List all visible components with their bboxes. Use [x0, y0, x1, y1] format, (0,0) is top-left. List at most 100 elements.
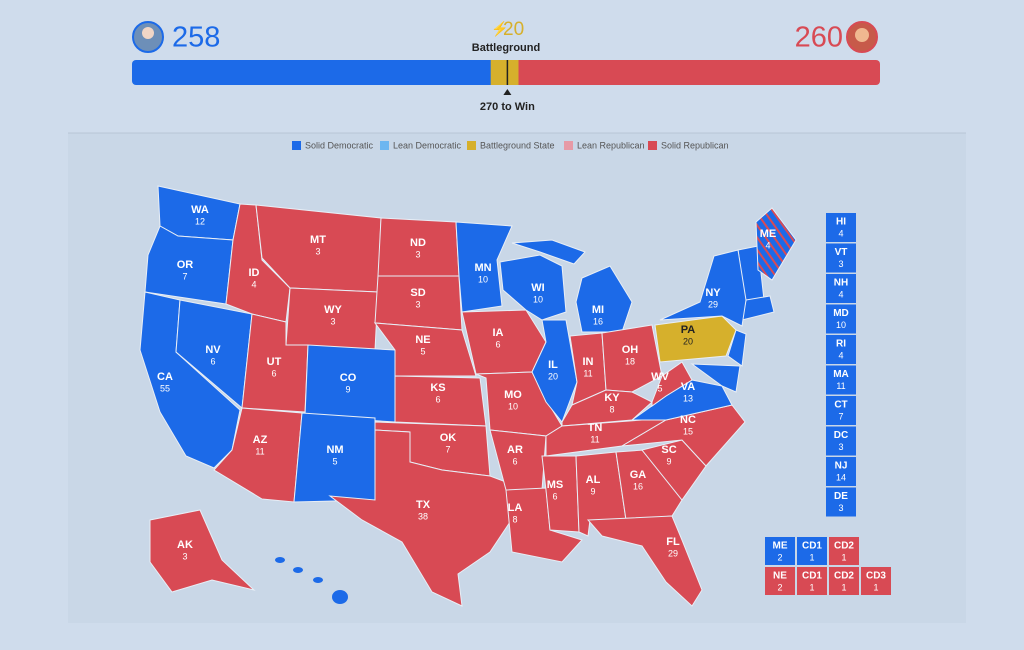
state-votes: 20 — [548, 371, 558, 381]
state-abbr: WV — [651, 371, 669, 383]
state-abbr: KY — [604, 392, 620, 404]
small-state-box[interactable] — [826, 457, 856, 486]
state-votes: 6 — [210, 356, 215, 366]
state-shape[interactable] — [541, 455, 580, 533]
district-box[interactable] — [765, 537, 795, 565]
small-state-abbr: NJ — [835, 461, 848, 472]
district-label: CD3 — [866, 571, 886, 582]
small-state-votes: 10 — [836, 320, 846, 330]
small-state-box[interactable] — [826, 365, 856, 395]
state-shape[interactable] — [455, 221, 513, 313]
small-state-abbr: VT — [835, 247, 848, 258]
win-threshold-marker — [503, 89, 512, 95]
district-box[interactable] — [797, 567, 827, 595]
state-shape[interactable] — [651, 361, 693, 407]
small-state-abbr: MD — [833, 308, 849, 319]
legend: Solid Democratic Lean Democratic Battlegro… — [292, 140, 729, 150]
state-votes: 8 — [609, 404, 614, 414]
legend-label: Solid Democratic — [305, 140, 374, 150]
state-votes: 3 — [415, 249, 420, 259]
state-abbr: AL — [586, 474, 601, 486]
state-abbr: UT — [267, 356, 282, 368]
state-abbr: AR — [507, 444, 523, 456]
battleground-label: Battleground — [472, 42, 540, 54]
district-box[interactable] — [797, 537, 827, 565]
district-votes: 1 — [841, 552, 846, 562]
small-state-box[interactable] — [826, 487, 856, 517]
small-state-box[interactable] — [826, 396, 856, 425]
district-box[interactable] — [765, 567, 795, 595]
state-abbr: IA — [493, 327, 504, 339]
state-abbr: MS — [547, 479, 564, 491]
state-abbr: OR — [177, 259, 194, 271]
state-abbr: WA — [191, 204, 209, 216]
district-label: NE — [773, 571, 787, 582]
state-votes: 16 — [633, 481, 643, 491]
state-votes: 11 — [255, 446, 264, 456]
state-shape[interactable] — [615, 449, 683, 521]
state-shape[interactable] — [531, 319, 578, 423]
dem-total: 258 — [172, 22, 220, 54]
win-threshold-label: 270 to Win — [480, 101, 535, 113]
small-state-votes: 4 — [838, 289, 843, 299]
state-shape — [727, 329, 747, 367]
small-state-abbr: DE — [834, 491, 848, 502]
state-shape[interactable] — [373, 322, 477, 377]
state-votes: 13 — [683, 393, 693, 403]
state-shape[interactable] — [659, 249, 747, 327]
state-shape[interactable] — [755, 207, 797, 281]
state-abbr: ID — [249, 267, 260, 279]
state-shape[interactable] — [601, 324, 663, 393]
battleground-total: 20 — [503, 19, 524, 40]
state-votes: 3 — [182, 551, 187, 561]
district-box[interactable] — [861, 567, 891, 595]
state-shape[interactable] — [586, 515, 703, 607]
small-state-box[interactable] — [826, 426, 856, 456]
state-shape[interactable] — [499, 254, 567, 321]
state-shape[interactable] — [149, 509, 256, 593]
state-votes: 18 — [625, 356, 635, 366]
dem-avatar-face — [142, 27, 154, 39]
district-votes: 1 — [809, 582, 814, 592]
dem-bar-segment — [132, 60, 495, 85]
rep-bar-segment — [514, 60, 880, 85]
small-state-abbr: HI — [836, 217, 846, 228]
small-state-box[interactable] — [826, 304, 856, 334]
state-votes: 29 — [668, 548, 678, 558]
state-shape — [690, 363, 741, 393]
vote-bar: 270 to Win — [132, 60, 880, 113]
district-box[interactable] — [829, 537, 859, 565]
small-state-box[interactable] — [826, 243, 856, 273]
state-votes: 3 — [315, 246, 320, 256]
legend-label: Battleground State — [480, 140, 555, 150]
district-label: CD1 — [802, 571, 822, 582]
state-abbr: CA — [157, 371, 173, 383]
state-abbr: PA — [681, 324, 696, 336]
state-shape[interactable] — [328, 429, 511, 607]
small-state-box[interactable] — [826, 335, 856, 364]
state-votes: 10 — [478, 274, 488, 284]
district-box[interactable] — [829, 567, 859, 595]
state-abbr: AK — [177, 539, 193, 551]
state-abbr: NC — [680, 414, 696, 426]
state-votes: 4 — [765, 240, 770, 250]
small-state-box[interactable] — [826, 274, 856, 303]
state-abbr: WI — [531, 282, 544, 294]
state-shape — [313, 577, 323, 583]
legend-label: Solid Republican — [661, 140, 729, 150]
state-votes: 6 — [512, 456, 517, 466]
state-votes: 55 — [160, 383, 170, 393]
state-shape — [332, 590, 348, 604]
state-shape — [293, 567, 303, 573]
state-votes: 5 — [420, 346, 425, 356]
small-state-box[interactable] — [826, 213, 856, 242]
state-abbr: NV — [205, 344, 221, 356]
state-abbr: TX — [416, 499, 431, 511]
state-abbr: NM — [326, 444, 343, 456]
state-shape[interactable] — [654, 315, 737, 363]
state-votes: 8 — [512, 514, 517, 524]
district-votes: 1 — [809, 552, 814, 562]
